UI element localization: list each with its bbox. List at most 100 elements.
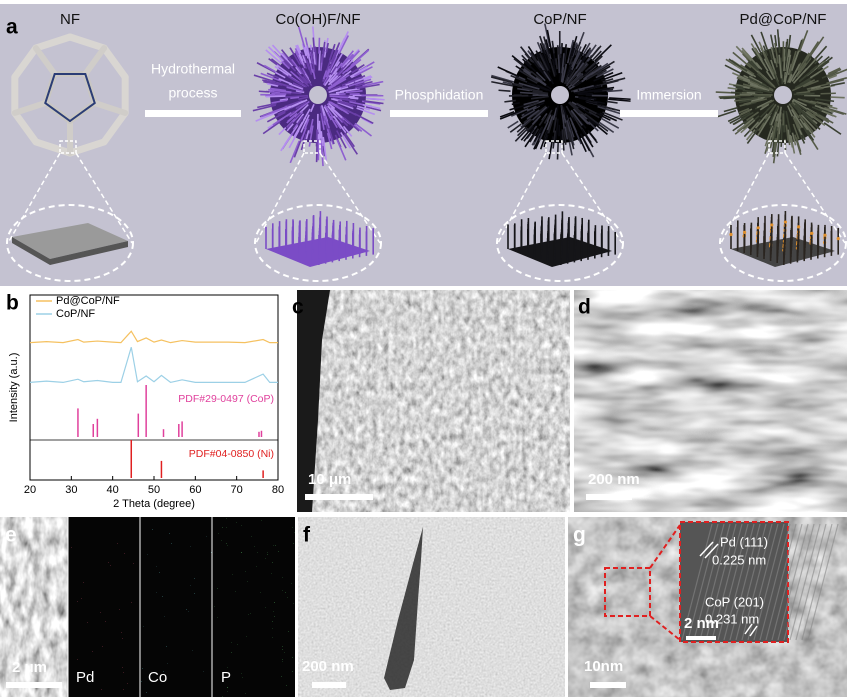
pd-particle — [783, 220, 788, 224]
stage-label: Co(OH)F/NF — [276, 11, 361, 28]
needle — [289, 140, 301, 164]
needle — [331, 107, 343, 118]
needle — [336, 139, 347, 161]
needle — [567, 77, 575, 86]
needle — [774, 58, 778, 68]
needle — [342, 59, 354, 71]
x-tick-label: 60 — [189, 484, 201, 496]
needle — [790, 109, 804, 129]
needle — [544, 23, 551, 48]
needle — [513, 82, 524, 87]
needle — [805, 55, 813, 64]
needle — [269, 87, 286, 92]
scale-bar — [6, 682, 62, 688]
needle — [499, 109, 522, 120]
needle — [756, 73, 774, 88]
needle — [532, 59, 549, 80]
needle — [335, 103, 357, 116]
needle — [328, 78, 347, 90]
needle — [491, 80, 514, 87]
step-label: process — [168, 85, 217, 101]
needle — [281, 53, 294, 67]
needle — [778, 54, 783, 79]
needle — [567, 69, 573, 78]
fringe — [724, 524, 754, 640]
needle — [356, 107, 376, 116]
needle — [350, 49, 370, 67]
nanoneedle — [384, 527, 423, 690]
needle — [333, 111, 349, 127]
needle — [580, 63, 589, 73]
needle — [830, 82, 845, 87]
lattice-fringes — [682, 524, 838, 640]
needle — [817, 60, 830, 70]
needle — [356, 105, 370, 111]
x-tick-label: 20 — [24, 484, 36, 496]
needle — [330, 53, 343, 74]
needle — [548, 136, 554, 160]
needle — [552, 107, 558, 121]
needle — [265, 49, 282, 64]
pd-particle — [770, 223, 774, 227]
needle — [522, 58, 537, 73]
needle — [365, 97, 385, 101]
needle — [284, 99, 303, 108]
strut — [91, 100, 129, 116]
fringe — [730, 524, 760, 640]
needle — [266, 111, 286, 123]
needle — [748, 75, 763, 85]
needle — [815, 98, 835, 103]
needle — [827, 105, 838, 110]
needle — [318, 50, 321, 71]
xrd-pattern — [29, 347, 278, 384]
zoom-box — [303, 140, 321, 154]
needle — [262, 79, 277, 85]
fringe — [742, 524, 772, 640]
scale-bar-label: 2 nm — [684, 615, 719, 632]
needle — [344, 132, 355, 148]
needle — [785, 54, 792, 78]
needle — [581, 128, 594, 148]
needle — [535, 76, 547, 86]
needle — [520, 108, 529, 113]
needle — [579, 112, 588, 120]
needle — [802, 81, 814, 88]
needle — [608, 98, 631, 102]
needle — [808, 117, 817, 126]
zoom-line — [75, 152, 133, 244]
needle — [598, 121, 615, 134]
needle — [598, 87, 610, 91]
needle — [271, 99, 288, 104]
needle — [790, 102, 802, 114]
strut — [69, 102, 96, 122]
needle — [348, 80, 366, 87]
needle — [798, 79, 811, 87]
needle — [527, 82, 548, 92]
needle — [794, 104, 815, 121]
needle — [768, 48, 774, 60]
needle — [569, 117, 578, 133]
needle — [807, 88, 817, 92]
needle — [577, 43, 587, 60]
needle — [340, 132, 352, 149]
needle — [765, 70, 774, 81]
needle — [528, 101, 539, 107]
fringe — [700, 524, 730, 640]
needle — [593, 100, 605, 105]
needle — [282, 72, 303, 86]
needle — [335, 91, 345, 94]
needle — [821, 110, 837, 118]
needle — [295, 66, 302, 75]
reference-label: PDF#29-0497 (CoP) — [178, 393, 274, 405]
needle — [253, 74, 276, 83]
x-tick-label: 30 — [65, 484, 77, 496]
x-tick-label: 40 — [107, 484, 119, 496]
fringe — [718, 524, 748, 640]
lattice-marker — [744, 623, 753, 635]
needle — [796, 90, 811, 95]
needle — [597, 105, 621, 115]
needle — [516, 118, 533, 133]
needle — [354, 75, 372, 83]
nickel-foam-cage — [11, 33, 129, 157]
needle — [337, 101, 354, 110]
